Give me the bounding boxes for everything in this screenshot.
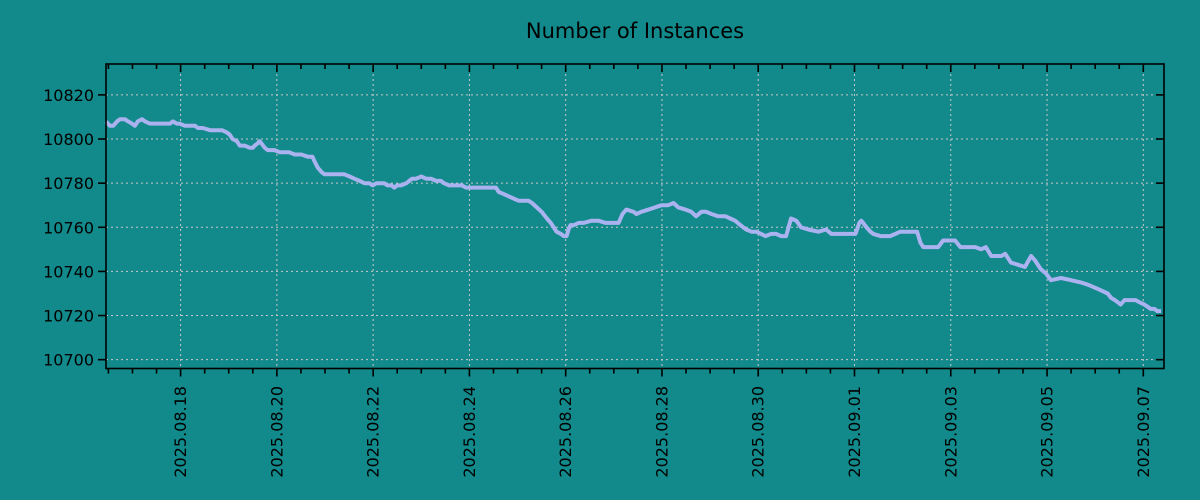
x-tick-label: 2025.08.18 [171, 386, 190, 478]
x-tick-label: 2025.09.01 [845, 386, 864, 478]
x-tick-label: 2025.08.22 [364, 386, 383, 478]
x-tick-label: 2025.08.28 [652, 386, 671, 478]
grid-layer [106, 64, 1164, 369]
data-line [104, 117, 1162, 314]
series-layer [104, 117, 1162, 314]
y-tick-label: 10700 [43, 351, 94, 370]
label-layer: 10700 10720 10740 10760 10780 10800 10820 2025.… [43, 86, 1153, 478]
x-tick-label: 2025.09.07 [1134, 386, 1153, 478]
x-tick-label: 2025.09.03 [941, 386, 960, 478]
x-tick-label: 2025.08.20 [267, 386, 286, 478]
y-tick-label: 10820 [43, 86, 94, 105]
chart-title: Number of Instances [526, 19, 744, 43]
y-tick-label: 10740 [43, 262, 94, 281]
x-tick-label: 2025.08.30 [749, 386, 768, 478]
axis-layer [98, 63, 1165, 377]
x-tick-label: 2025.09.05 [1038, 386, 1057, 478]
plot-border [105, 63, 1165, 370]
y-tick-label: 10800 [43, 130, 94, 149]
x-tick-label: 2025.08.26 [556, 386, 575, 478]
y-tick-label: 10780 [43, 174, 94, 193]
y-tick-label: 10760 [43, 218, 94, 237]
x-tick-label: 2025.08.24 [460, 386, 479, 478]
y-tick-label: 10720 [43, 307, 94, 326]
